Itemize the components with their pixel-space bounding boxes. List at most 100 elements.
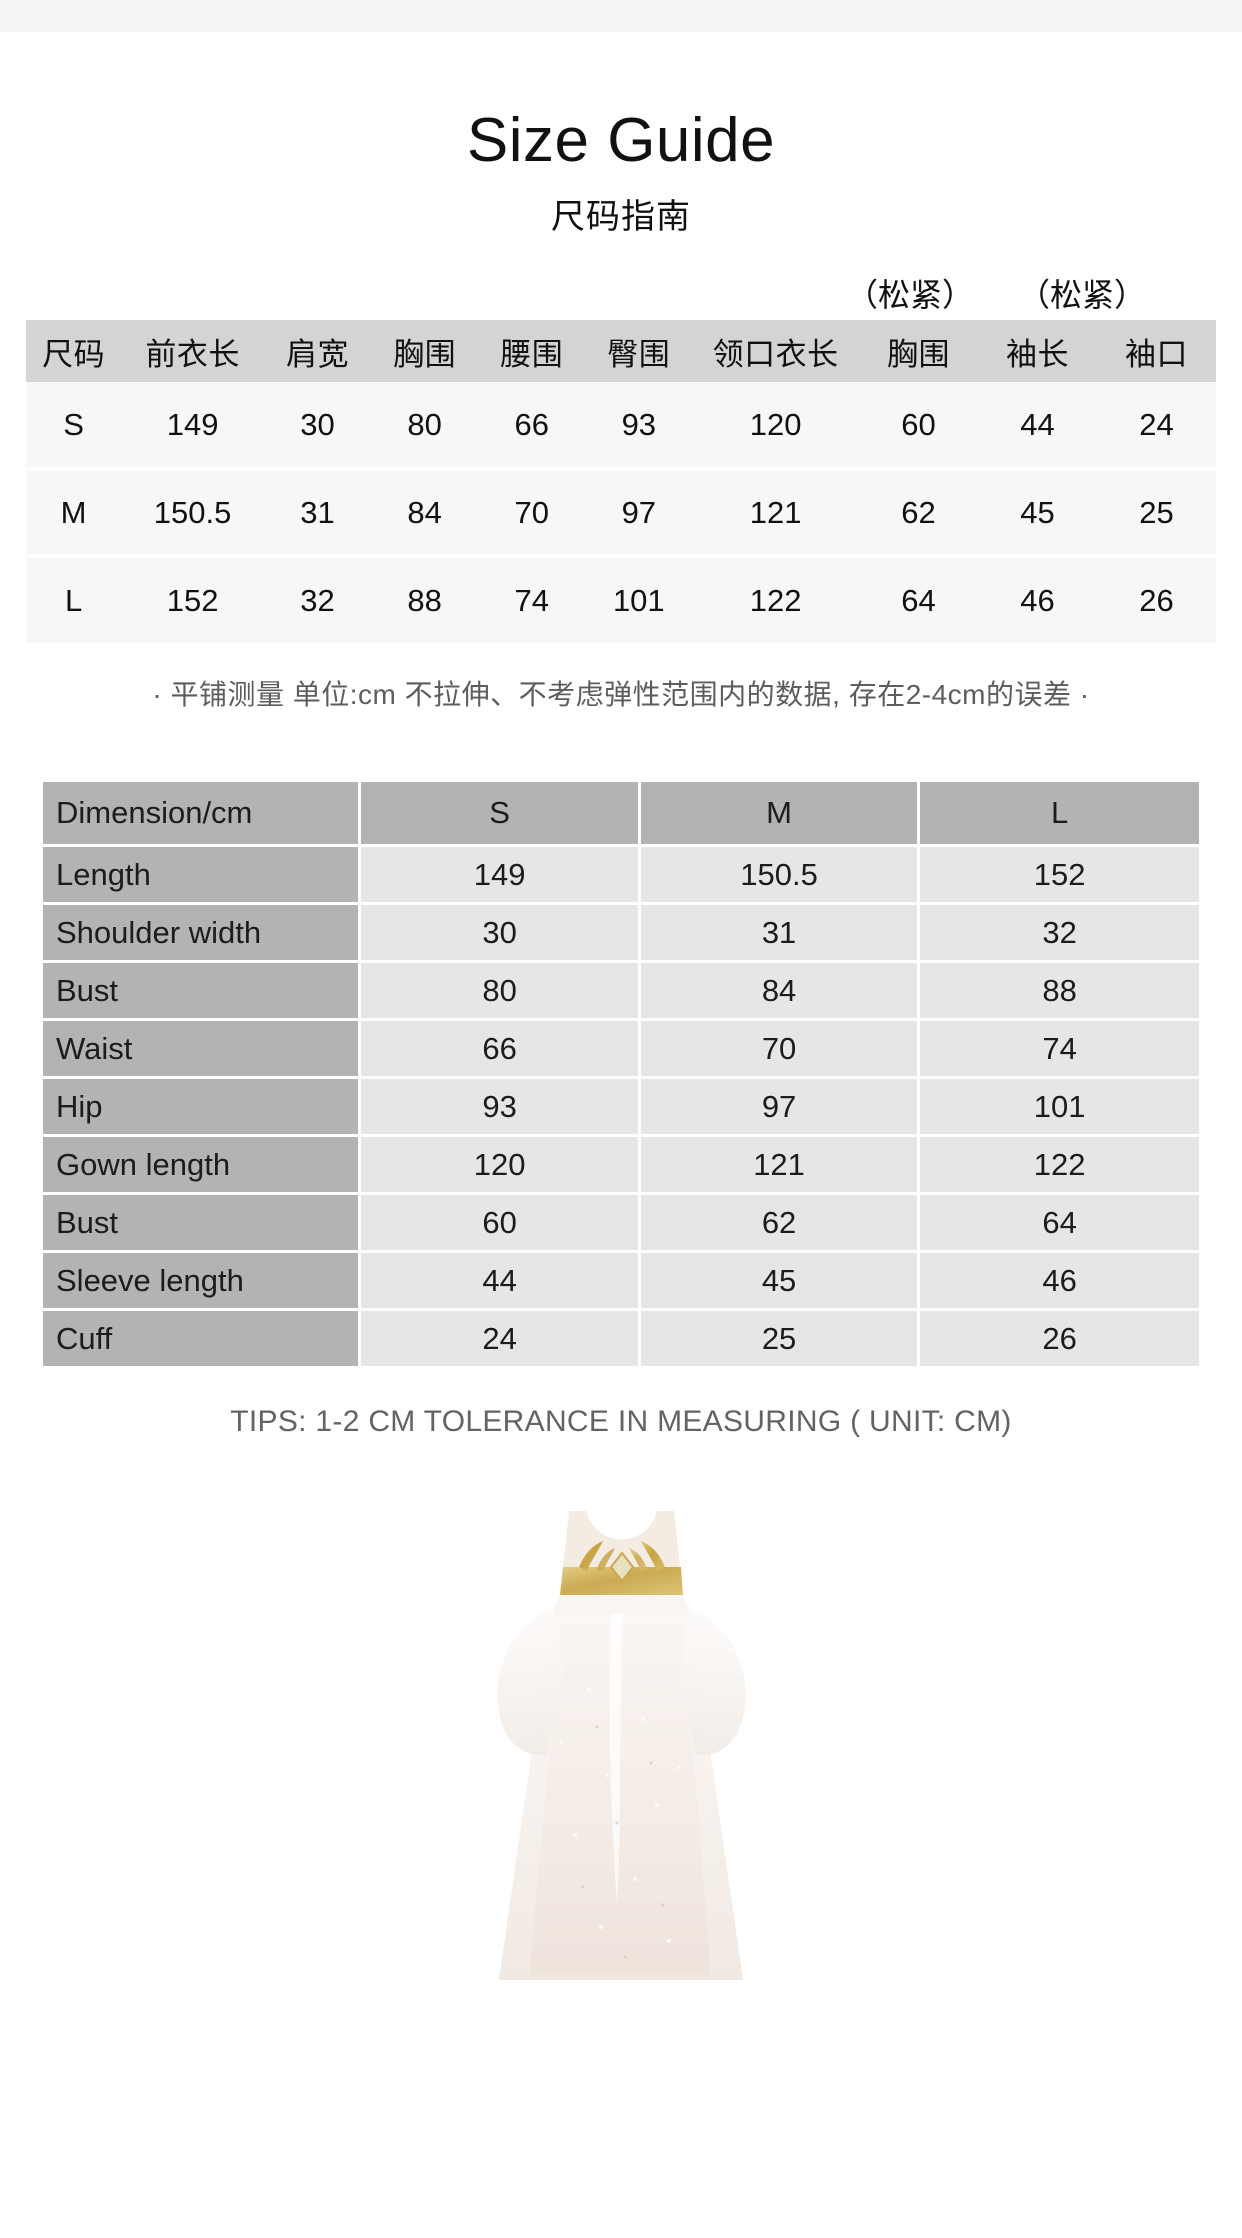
cn-col-header-waist: 腰围 [500,336,564,372]
en-cell-sleeve-s: 44 [361,1253,638,1309]
table-row: Cuff 24 25 26 [43,1311,1199,1367]
en-cell-bust2-s: 60 [361,1195,638,1251]
en-cell-waist-s: 66 [361,1021,638,1077]
en-cell-cuff-s: 24 [361,1311,638,1367]
size-guide-page: Size Guide 尺码指南 （松紧） （松紧） 尺码 前衣长 肩宽 胸围 腰… [0,32,1242,1996]
en-row-label-bust: Bust [43,963,359,1019]
cn-cell-m-0: 150.5 [153,494,232,530]
en-row-label-bust-2: Bust [43,1195,359,1251]
cn-table-body: S 149 30 80 66 93 120 60 44 24 M 150.5 3… [26,382,1216,644]
en-cell-length-m: 150.5 [640,847,918,903]
table-row: Waist 66 70 74 [43,1021,1199,1077]
table-row: Shoulder width 30 31 32 [43,905,1199,961]
cn-cell-size-l: L [64,582,83,618]
cn-cell-m-7: 45 [1020,494,1055,530]
gown-icon [497,1511,746,1981]
cn-header-row: 尺码 前衣长 肩宽 胸围 腰围 臀围 领口衣长 胸围 袖长 袖口 [26,320,1216,383]
cn-col-header-cuff: 袖口 [1124,336,1188,372]
en-cell-gown-length-l: 122 [920,1137,1199,1193]
cn-col-header-bust: 胸围 [393,336,457,372]
elastic-marker-bust: （松紧） [846,277,975,314]
en-cell-sleeve-l: 46 [920,1253,1199,1309]
cn-size-table: 尺码 前衣长 肩宽 胸围 腰围 臀围 领口衣长 胸围 袖长 袖口 S 149 3… [26,320,1216,644]
page-title: Size Guide [466,106,776,175]
cn-cell-l-2: 88 [407,582,442,618]
en-cell-length-l: 152 [920,847,1199,903]
measurement-note: · 平铺测量 单位:cm 不拉伸、不考虑弹性范围内的数据, 存在2-4cm的误差… [152,679,1090,711]
cn-cell-m-6: 62 [901,494,936,530]
cn-size-table-wrap: 尺码 前衣长 肩宽 胸围 腰围 臀围 领口衣长 胸围 袖长 袖口 S 149 3… [0,320,1242,644]
en-cell-length-s: 149 [361,847,638,903]
en-row-label-shoulder-width: Shoulder width [43,905,359,961]
table-row: Hip 93 97 101 [43,1079,1199,1135]
cn-col-header-hip: 臀围 [607,336,671,372]
en-size-table-wrap: Dimension/cm S M L Length 149 150.5 152 … [0,779,1242,1369]
en-cell-sleeve-m: 45 [640,1253,918,1309]
cn-cell-l-6: 64 [901,582,936,618]
en-cell-hip-l: 101 [920,1079,1199,1135]
en-cell-bust-s: 80 [361,963,638,1019]
table-row: S 149 30 80 66 93 120 60 44 24 [26,382,1216,470]
cn-cell-l-3: 74 [514,582,549,618]
cn-cell-m-3: 70 [514,494,549,530]
cn-cell-s-1: 30 [300,406,335,442]
cn-cell-m-1: 31 [300,494,335,530]
top-strip [0,0,1242,32]
cn-cell-s-5: 120 [749,406,802,442]
cn-col-header-size: 尺码 [42,336,106,372]
cn-cell-l-0: 152 [166,582,219,618]
en-cell-bust2-m: 62 [640,1195,918,1251]
dress-illustration [411,1475,831,1995]
cn-table-head: 尺码 前衣长 肩宽 胸围 腰围 臀围 领口衣长 胸围 袖长 袖口 [26,320,1216,383]
en-cell-gown-length-m: 121 [640,1137,918,1193]
en-col-header-s: S [361,782,638,845]
en-header-row: Dimension/cm S M L [43,782,1199,845]
table-row: Gown length 120 121 122 [43,1137,1199,1193]
cn-cell-s-0: 149 [166,406,219,442]
en-col-header-l: L [920,782,1199,845]
en-row-label-cuff: Cuff [43,1311,359,1367]
en-row-label-length: Length [43,847,359,903]
table-row: Bust 60 62 64 [43,1195,1199,1251]
en-size-table: Dimension/cm S M L Length 149 150.5 152 … [40,779,1202,1369]
en-cell-cuff-l: 26 [920,1311,1199,1367]
table-row: Bust 80 84 88 [43,963,1199,1019]
en-row-label-gown-length: Gown length [43,1137,359,1193]
elastic-marker-row: （松紧） （松紧） [0,264,1242,320]
en-col-header-m: M [640,782,918,845]
cn-cell-s-4: 93 [621,406,657,442]
cn-cell-s-7: 44 [1020,406,1055,442]
cn-cell-l-8: 26 [1139,582,1174,618]
cn-cell-m-8: 25 [1139,494,1174,530]
en-table-body: Length 149 150.5 152 Shoulder width 30 3… [43,847,1199,1367]
en-cell-shoulder-s: 30 [361,905,638,961]
table-row: M 150.5 31 84 70 97 121 62 45 25 [26,469,1216,557]
elastic-marker-cuff: （松紧） [1018,277,1147,314]
en-row-label-sleeve-length: Sleeve length [43,1253,359,1309]
page-subtitle: 尺码指南 [551,198,691,237]
cn-col-header-sleeve-len: 袖长 [1005,336,1069,372]
cn-cell-s-3: 66 [514,406,549,442]
page-title-block: Size Guide 尺码指南 [0,32,1242,238]
table-row: L 152 32 88 74 101 122 64 46 26 [26,556,1216,644]
en-cell-hip-s: 93 [361,1079,638,1135]
tolerance-tips: TIPS: 1-2 CM TOLERANCE IN MEASURING ( UN… [230,1405,1012,1439]
table-row: Length 149 150.5 152 [43,847,1199,903]
en-cell-waist-m: 70 [640,1021,918,1077]
cn-cell-m-4: 97 [621,494,657,530]
en-table-head: Dimension/cm S M L [43,782,1199,845]
cn-cell-l-7: 46 [1020,582,1055,618]
cn-col-header-gown-len: 领口衣长 [712,336,839,372]
cn-cell-l-4: 101 [612,582,665,618]
cn-cell-s-8: 24 [1139,406,1174,442]
cn-cell-l-1: 32 [300,582,335,618]
cn-cell-m-5: 121 [749,494,802,530]
en-col-header-dimension: Dimension/cm [43,782,359,845]
en-cell-bust-m: 84 [640,963,918,1019]
en-cell-gown-length-s: 120 [361,1137,638,1193]
cn-col-header-bust2: 胸围 [886,336,950,372]
cn-cell-l-5: 122 [749,582,802,618]
en-cell-waist-l: 74 [920,1021,1199,1077]
en-row-label-waist: Waist [43,1021,359,1077]
cn-cell-s-6: 60 [901,406,936,442]
